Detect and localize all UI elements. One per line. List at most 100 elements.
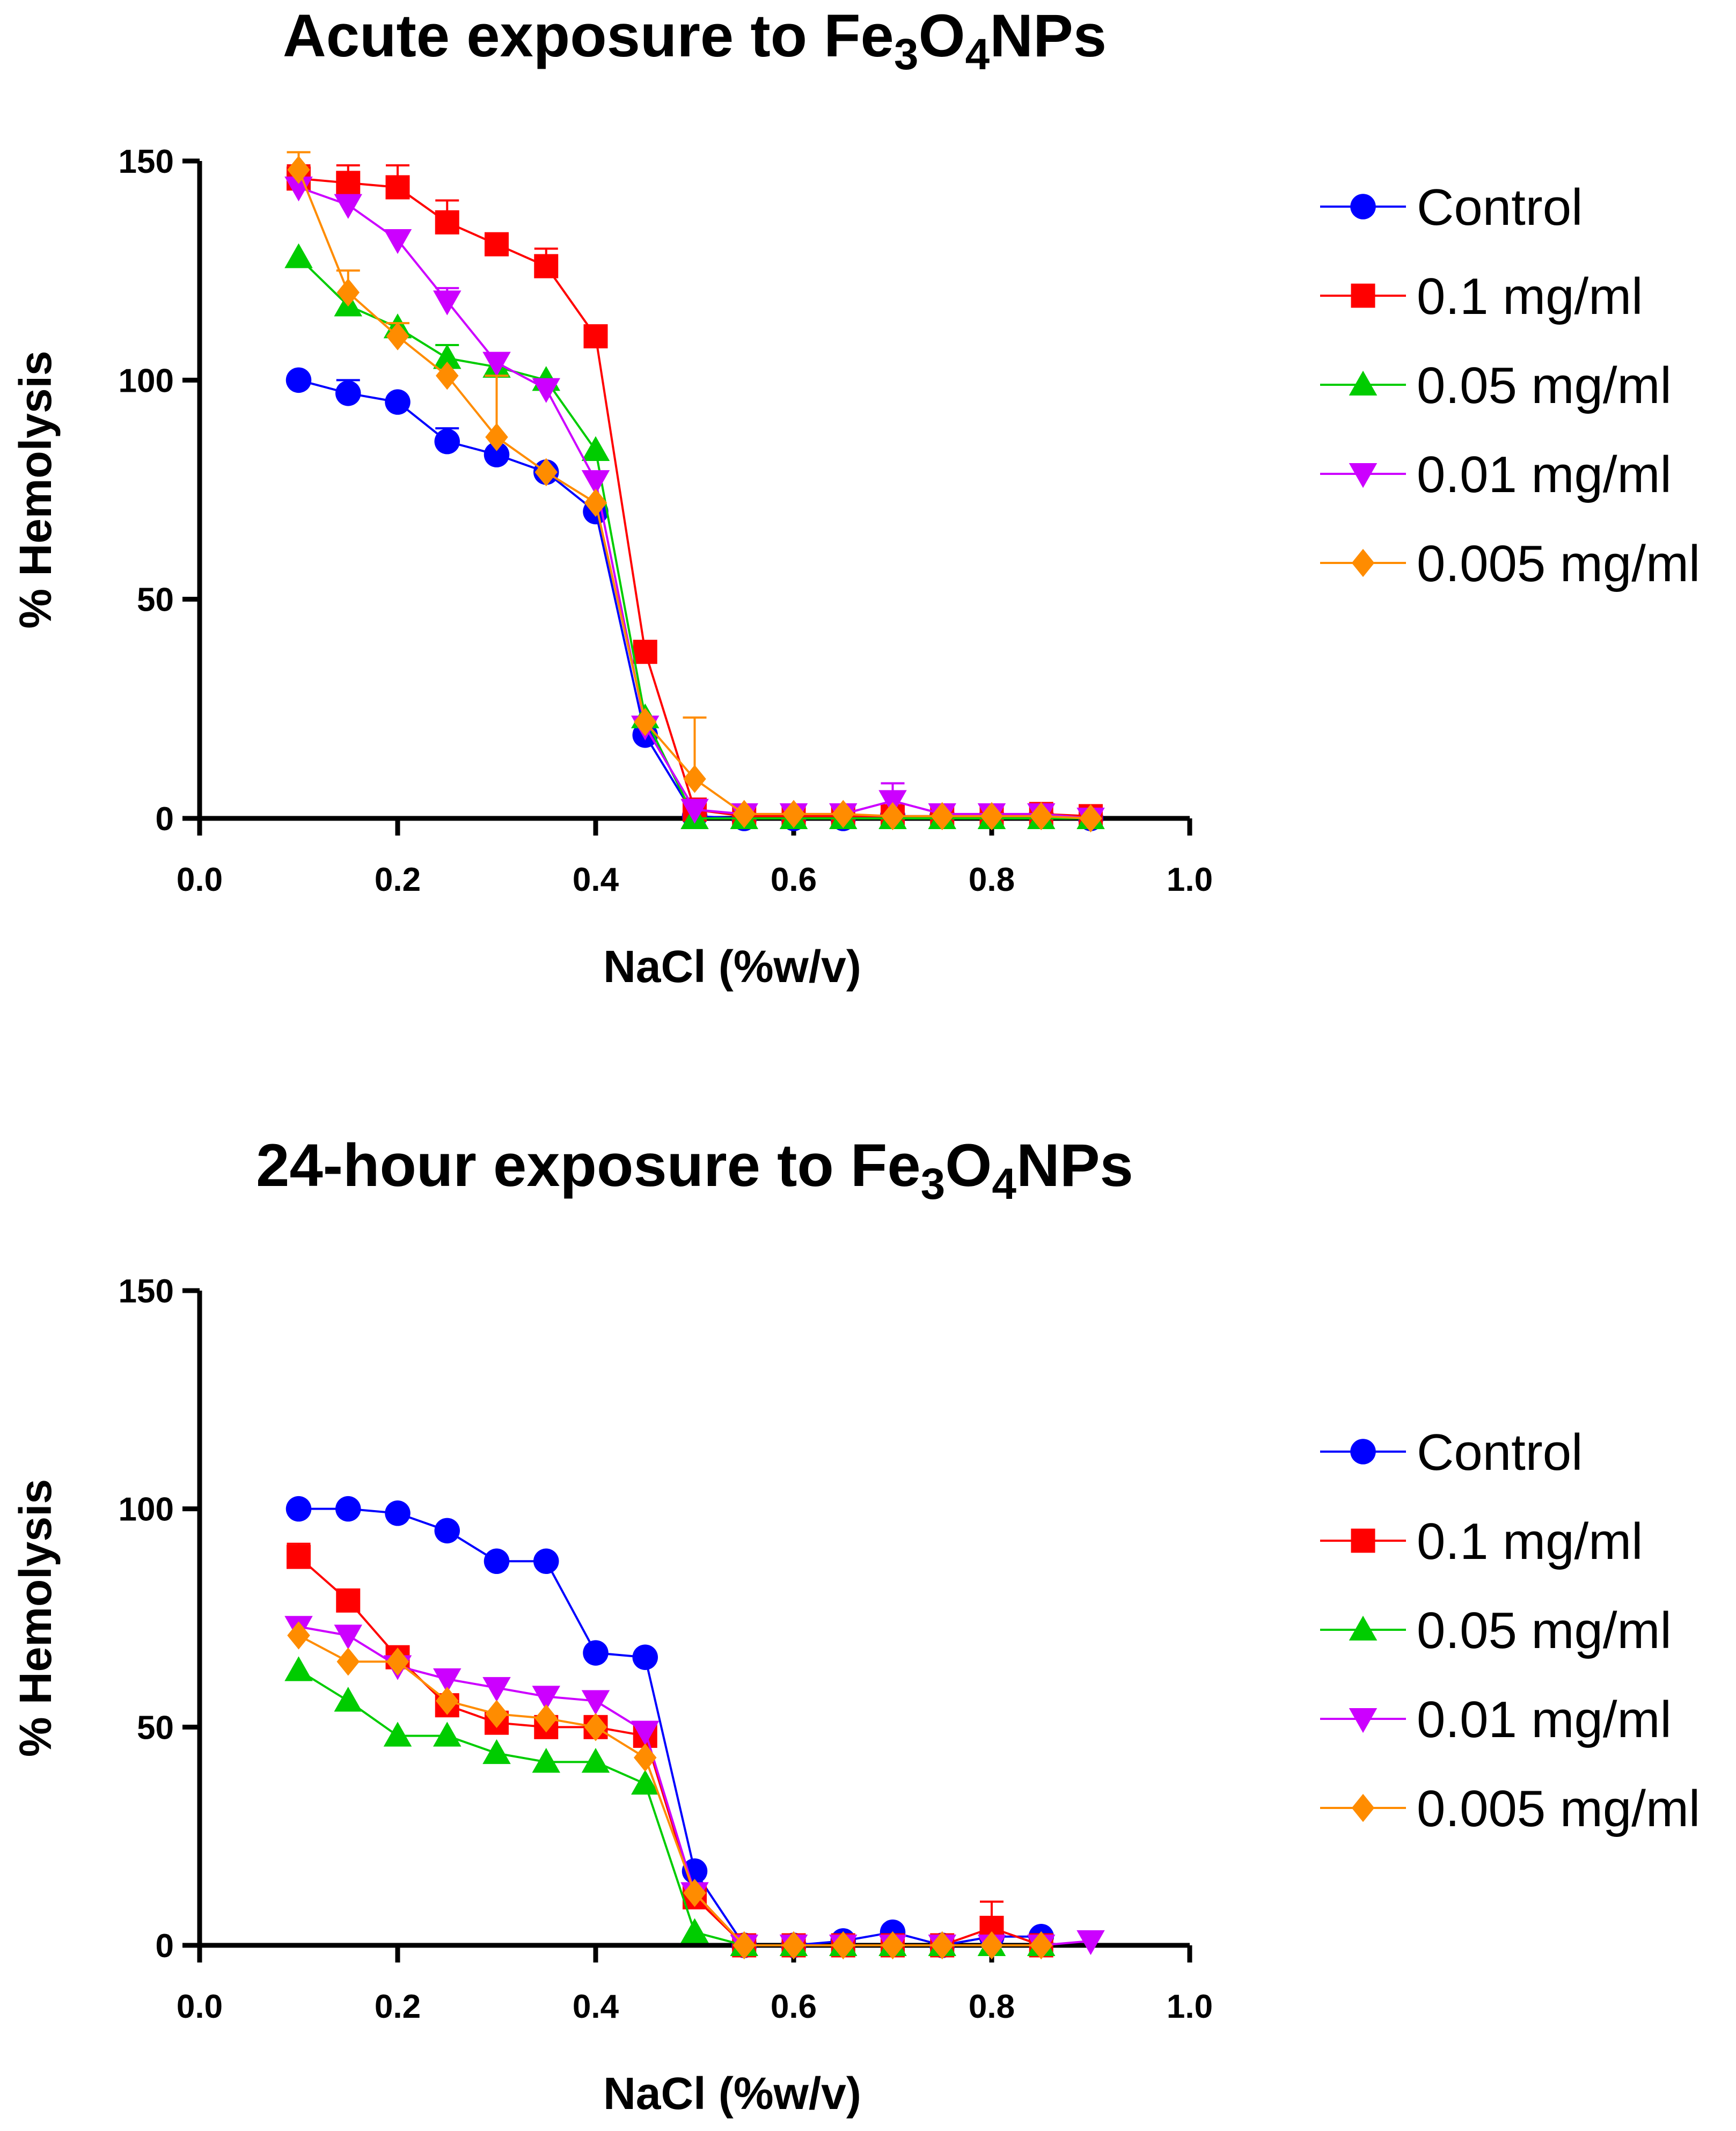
- chart-panel-2: 24-hour exposure to Fe3O4NPs 0 50 100 150 0.0…: [10, 1132, 1700, 2119]
- data-point: [335, 1496, 361, 1522]
- data-point: [683, 1879, 706, 1907]
- legend-item: 0.005 mg/ml: [1320, 535, 1700, 592]
- legend-marker: [1351, 1528, 1375, 1553]
- data-point: [533, 1548, 559, 1575]
- data-point: [284, 177, 313, 202]
- title-segment: O: [918, 2, 965, 69]
- legend-label: 0.05 mg/ml: [1417, 1602, 1672, 1659]
- data-point: [1076, 1930, 1105, 1956]
- data-point: [485, 1700, 508, 1729]
- legend-label: 0.05 mg/ml: [1417, 357, 1672, 414]
- legend-item: 0.1 mg/ml: [1320, 1513, 1643, 1570]
- series-0-1-mg-ml: [287, 1542, 1053, 1958]
- data-point: [383, 229, 412, 254]
- legend-marker: [1349, 1708, 1378, 1733]
- data-point: [436, 361, 459, 390]
- x-tick-label: 0.4: [573, 1988, 619, 2025]
- data-point: [482, 351, 511, 377]
- data-point: [584, 488, 607, 517]
- data-point: [980, 802, 1003, 831]
- data-point: [482, 1677, 511, 1702]
- chart-title: Acute exposure to Fe3O4NPs: [283, 2, 1107, 79]
- legend-item: 0.005 mg/ml: [1320, 1780, 1700, 1837]
- legend-marker: [1349, 370, 1378, 396]
- data-point: [484, 1548, 510, 1575]
- data-point: [534, 1704, 558, 1733]
- legend-label: 0.1 mg/ml: [1417, 1513, 1643, 1570]
- data-point: [287, 1544, 311, 1569]
- data-point: [285, 367, 312, 393]
- x-tick-label: 0.8: [969, 861, 1015, 898]
- data-point: [433, 344, 462, 369]
- data-point: [435, 210, 459, 235]
- data-point: [433, 1722, 462, 1747]
- title-segment: Acute exposure to Fe: [283, 2, 894, 69]
- series-control: [285, 1496, 1054, 1958]
- x-tick-label: 0.2: [375, 1988, 421, 2025]
- x-tick-label: 0.0: [177, 1988, 223, 2025]
- legend-label: 0.01 mg/ml: [1417, 446, 1672, 503]
- legend-marker: [1350, 194, 1376, 219]
- data-point: [385, 389, 411, 415]
- title-segment: NPs: [1016, 1132, 1133, 1199]
- data-point: [386, 322, 409, 350]
- title-subscript: 3: [921, 1160, 946, 1209]
- legend-item: 0.01 mg/ml: [1320, 1691, 1672, 1748]
- x-tick-label: 1.0: [1167, 861, 1213, 898]
- data-point: [584, 1713, 607, 1741]
- x-tick-label: 0.6: [771, 1988, 817, 2025]
- legend-label: 0.01 mg/ml: [1417, 1691, 1672, 1748]
- data-point: [534, 254, 559, 279]
- x-tick-label: 0.6: [771, 861, 817, 898]
- legend-label: 0.005 mg/ml: [1417, 535, 1700, 592]
- data-point: [631, 1720, 660, 1746]
- data-point: [581, 436, 610, 461]
- legend-item: 0.01 mg/ml: [1320, 446, 1672, 503]
- data-point: [386, 1647, 409, 1676]
- y-tick-label: 100: [119, 362, 174, 399]
- x-axis-label: NaCl (%w/v): [603, 2068, 861, 2119]
- legend-label: 0.1 mg/ml: [1417, 268, 1643, 325]
- data-point: [1079, 804, 1102, 833]
- data-point: [485, 232, 509, 257]
- data-point: [680, 1918, 709, 1943]
- legend-marker: [1351, 1793, 1375, 1822]
- data-point: [434, 428, 460, 455]
- series-line: [298, 1556, 1042, 1946]
- title-segment: O: [945, 1132, 992, 1199]
- chart-panel-1: Acute exposure to Fe3O4NPs 0 50 100 150 0.0 0.…: [10, 2, 1700, 992]
- legend-label: Control: [1417, 179, 1583, 236]
- data-point: [336, 1588, 361, 1613]
- x-tick-label: 0.8: [969, 1988, 1015, 2025]
- y-tick-label: 0: [156, 1928, 174, 1965]
- data-point: [385, 175, 410, 200]
- data-point: [931, 1931, 954, 1960]
- data-point: [881, 1931, 904, 1960]
- data-point: [335, 380, 361, 406]
- data-point: [336, 278, 360, 307]
- data-point: [383, 1722, 412, 1747]
- data-point: [733, 1931, 756, 1960]
- data-point: [532, 1686, 560, 1711]
- y-tick-label: 0: [156, 801, 174, 838]
- chart-title: 24-hour exposure to Fe3O4NPs: [256, 1132, 1133, 1209]
- legend-item: Control: [1320, 179, 1583, 236]
- series-0-005-mg-ml: [287, 151, 1102, 833]
- data-point: [1030, 1931, 1053, 1960]
- legend-item: 0.1 mg/ml: [1320, 268, 1643, 325]
- series-0-005-mg-ml: [287, 1621, 1053, 1960]
- title-subscript: 3: [894, 30, 919, 79]
- y-tick-label: 50: [137, 1709, 174, 1746]
- series-line: [298, 1634, 1042, 1946]
- data-point: [634, 708, 657, 736]
- legend-marker: [1351, 548, 1375, 577]
- data-point: [485, 423, 508, 451]
- data-point: [683, 765, 706, 793]
- data-point: [581, 470, 610, 495]
- y-axis-label: % Hemolysis: [10, 1479, 61, 1757]
- data-point: [583, 324, 608, 349]
- title-subscript: 4: [992, 1160, 1016, 1209]
- data-point: [532, 1748, 560, 1773]
- y-tick-label: 100: [119, 1491, 174, 1528]
